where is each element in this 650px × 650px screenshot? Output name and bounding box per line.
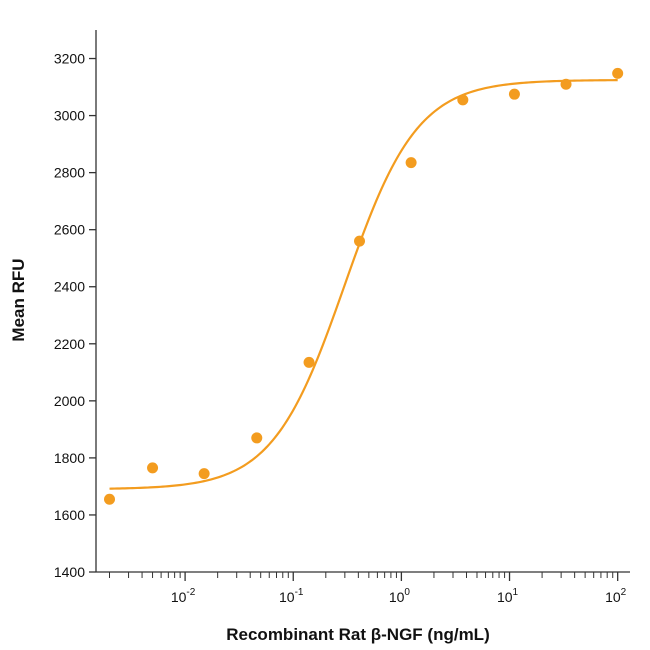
fit-curve [109,79,618,490]
y-tick-label: 1600 [54,507,85,523]
data-point [354,235,366,247]
y-tick-label: 2400 [54,279,85,295]
y-tick-label: 2600 [54,222,85,238]
data-point [104,493,116,505]
y-tick-label: 1800 [54,450,85,466]
y-axis-ticks: 1400 1600 1800 2000 2200 2400 2600 2800 3000 3200 [54,51,96,580]
x-tick-label: 102 [605,587,627,605]
y-tick-label: 2000 [54,393,85,409]
x-tick-label: 10-1 [279,587,304,605]
x-axis-title: Recombinant Rat β-NGF (ng/mL) [226,625,489,644]
data-points [104,67,624,505]
y-axis-title: Mean RFU [9,258,28,341]
x-tick-label: 101 [497,587,519,605]
data-point [612,67,624,79]
y-tick-label: 3200 [54,51,85,67]
data-point [560,78,572,90]
data-point [405,157,417,169]
data-point [198,468,210,480]
y-tick-label: 2800 [54,165,85,181]
y-tick-label: 3000 [54,108,85,124]
data-point [303,356,315,368]
x-axis-ticks: 10-2 10-1 100 101 102 [109,572,627,605]
x-tick-label: 100 [389,587,411,605]
x-tick-label: 10-2 [171,587,196,605]
data-point [251,432,263,444]
y-tick-label: 1400 [54,564,85,580]
data-point [147,462,159,474]
data-point [508,88,520,100]
data-point [457,94,469,106]
y-tick-label: 2200 [54,336,85,352]
